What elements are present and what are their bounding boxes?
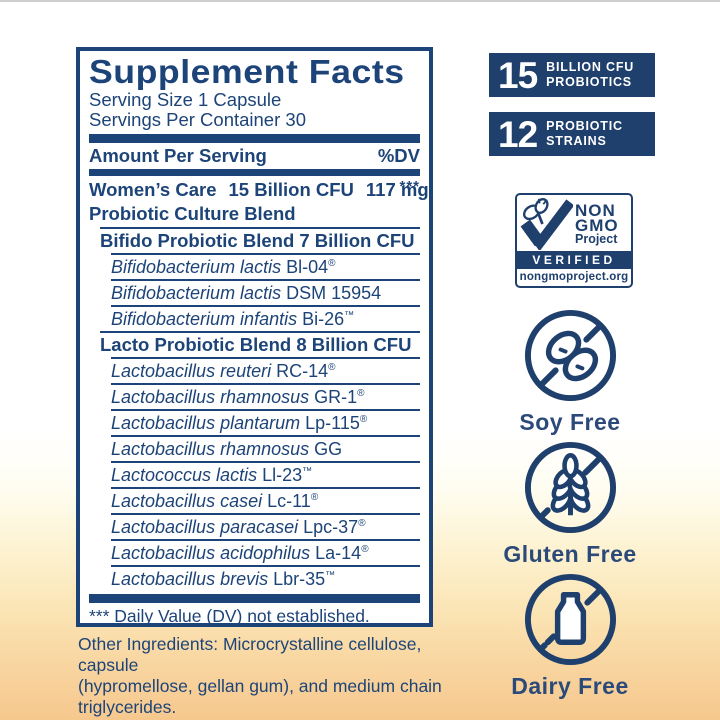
strain-species: Lactobacillus rhamnosus bbox=[111, 439, 310, 459]
soy-free-label: Soy Free bbox=[519, 409, 621, 435]
seal-url: nongmoproject.org bbox=[519, 271, 629, 283]
badge-line: PROBIOTICS bbox=[546, 75, 632, 89]
badge-line: PROBIOTIC bbox=[546, 119, 623, 133]
blend-cfu: 15 Billion CFU bbox=[228, 179, 354, 200]
other-ingredients-line: Other Ingredients: Microcrystalline cell… bbox=[78, 634, 422, 675]
strain-species: Bifidobacterium lactis bbox=[111, 257, 282, 277]
strain-code: Lp-115 bbox=[305, 413, 360, 433]
strain-species: Bifidobacterium lactis bbox=[111, 283, 282, 303]
trademark-symbol: ® bbox=[358, 518, 366, 529]
cfu-badge: 12 PROBIOTIC STRAINS bbox=[489, 112, 655, 156]
strain-species: Lactobacillus reuteri bbox=[111, 361, 272, 381]
strain-code: GG bbox=[314, 439, 343, 459]
seal-words: NON GMO Project bbox=[575, 200, 619, 246]
strain-species: Lactobacillus casei bbox=[111, 491, 263, 511]
dv-footnote: *** Daily Value (DV) not established. bbox=[89, 606, 370, 626]
strain-row: Bifidobacterium lactis Bl-04® bbox=[111, 253, 420, 279]
serving-size: Serving Size 1 Capsule bbox=[89, 89, 282, 110]
badge-line: STRAINS bbox=[546, 134, 607, 148]
strain-species: Lactobacillus brevis bbox=[111, 569, 269, 589]
panel-title: Supplement Facts bbox=[89, 53, 405, 90]
strain-row: Lactobacillus paracasei Lpc-37® bbox=[111, 513, 420, 539]
gluten-free-label: Gluten Free bbox=[503, 541, 637, 567]
cfu-badge: 15 BILLION CFU PROBIOTICS bbox=[489, 53, 655, 97]
butterfly-checkmark-icon bbox=[520, 198, 573, 250]
top-edge-strip bbox=[0, 0, 720, 2]
trademark-symbol: ® bbox=[361, 544, 369, 555]
blend-dv-value: *** bbox=[399, 178, 420, 195]
trademark-symbol: ® bbox=[328, 362, 336, 373]
dairy-free-label: Dairy Free bbox=[511, 673, 629, 699]
strain-species: Lactobacillus rhamnosus bbox=[111, 387, 310, 407]
seal-word-gmo: GMO bbox=[575, 215, 619, 235]
milk-bottle-icon bbox=[524, 573, 616, 666]
strain-row: Lactobacillus rhamnosus GG bbox=[111, 435, 420, 461]
strain-row: Lactobacillus rhamnosus GR-1® bbox=[111, 383, 420, 409]
strain-species: Lactobacillus acidophilus bbox=[111, 543, 311, 563]
strain-row: Bifidobacterium lactis DSM 15954 bbox=[111, 279, 420, 305]
strain-species: Lactobacillus plantarum bbox=[111, 413, 301, 433]
blend-weight: 117 mg bbox=[365, 179, 429, 200]
blend-section-header: Bifido Probiotic Blend 7 Billion CFU bbox=[100, 227, 420, 253]
strain-code: DSM 15954 bbox=[286, 283, 382, 303]
strain-row: Lactobacillus brevis Lbr-35™ bbox=[111, 565, 420, 591]
strain-code: RC-14 bbox=[276, 361, 329, 381]
seal-top: NON GMO Project bbox=[517, 195, 631, 251]
strain-code: La-14 bbox=[315, 543, 362, 563]
strain-species: Bifidobacterium infantis bbox=[111, 309, 298, 329]
strain-code: Ll-23 bbox=[262, 465, 303, 485]
cfu-badges: 15 BILLION CFU PROBIOTICS 12 PROBIOTIC STRAIN… bbox=[489, 53, 655, 171]
strain-species: Lactobacillus paracasei bbox=[111, 517, 299, 537]
trademark-symbol: ® bbox=[359, 414, 368, 425]
servings-per-container: Servings Per Container 30 bbox=[89, 109, 306, 130]
blend-sections: Bifido Probiotic Blend 7 Billion CFU Bifi… bbox=[89, 227, 420, 591]
divider-bar bbox=[89, 169, 420, 176]
amount-per-serving-label: Amount Per Serving bbox=[89, 145, 267, 166]
trademark-symbol: ™ bbox=[325, 570, 336, 581]
soybean-icon bbox=[524, 309, 616, 402]
strain-code: GR-1 bbox=[314, 387, 358, 407]
other-ingredients: Other Ingredients: Microcrystalline cell… bbox=[78, 634, 478, 718]
divider-bar bbox=[89, 594, 420, 603]
strain-row: Lactococcus lactis Ll-23™ bbox=[111, 461, 420, 487]
divider-bar bbox=[89, 134, 420, 143]
badge-number: 15 bbox=[498, 54, 538, 96]
amount-per-serving-row: Amount Per Serving %DV bbox=[89, 143, 420, 169]
strain-code: Lbr-35 bbox=[273, 569, 326, 589]
trademark-symbol: ® bbox=[357, 388, 365, 399]
badge-number: 12 bbox=[498, 113, 538, 155]
trademark-symbol: ® bbox=[328, 258, 336, 269]
blend-name-line2: Probiotic Culture Blend bbox=[89, 203, 296, 224]
strain-row: Bifidobacterium infantis Bi-26™ bbox=[111, 305, 420, 331]
strain-row: Lactobacillus reuteri RC-14® bbox=[111, 357, 420, 383]
trademark-symbol: ® bbox=[310, 492, 319, 503]
non-gmo-verified-seal: NON GMO Project VERIFIED nongmoproject.o… bbox=[515, 193, 633, 288]
strain-code: Lpc-37 bbox=[303, 517, 359, 537]
blend-summary-row: Women’s Care 15 Billion CFU 117 mg *** P… bbox=[89, 176, 429, 227]
other-ingredients-line: (hypromellose, gellan gum), and medium c… bbox=[78, 676, 442, 717]
trademark-symbol: ™ bbox=[344, 310, 355, 321]
seal-verified-band: VERIFIED bbox=[517, 251, 631, 269]
seal-word-non: NON bbox=[575, 200, 616, 220]
dv-header: %DV bbox=[377, 145, 420, 166]
strain-code: Lc-11 bbox=[267, 491, 311, 511]
strain-row: Lactobacillus plantarum Lp-115® bbox=[111, 409, 420, 435]
strain-code: Bi-26 bbox=[302, 309, 345, 329]
badge-line: BILLION CFU bbox=[546, 60, 635, 74]
strain-row: Lactobacillus acidophilus La-14® bbox=[111, 539, 420, 565]
strain-row: Lactobacillus casei Lc-11® bbox=[111, 487, 420, 513]
trademark-symbol: ™ bbox=[302, 466, 313, 477]
gluten-free-badge: Gluten Free bbox=[488, 438, 652, 568]
strain-code: Bl-04 bbox=[286, 257, 329, 277]
seal-word-project: Project bbox=[575, 231, 618, 246]
soy-free-badge: Soy Free bbox=[488, 306, 652, 436]
supplement-facts-panel: Supplement Facts Serving Size 1 Capsule … bbox=[76, 47, 433, 627]
blend-name: Women’s Care bbox=[89, 179, 217, 200]
dairy-free-badge: Dairy Free bbox=[488, 570, 652, 700]
wheat-icon bbox=[524, 441, 616, 534]
blend-section-header: Lacto Probiotic Blend 8 Billion CFU bbox=[100, 331, 420, 357]
strain-species: Lactococcus lactis bbox=[111, 465, 258, 485]
